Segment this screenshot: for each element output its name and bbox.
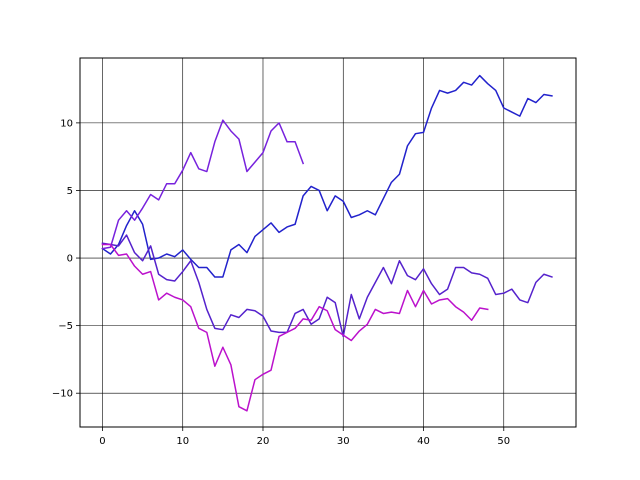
x-tick-label: 10 [176, 436, 189, 447]
series-line-4 [101, 243, 489, 412]
series-line-1 [101, 74, 553, 278]
data-series [101, 74, 553, 412]
x-tick-label: 30 [337, 436, 350, 447]
y-tick-label: 5 [67, 186, 73, 197]
y-tick-label: −5 [58, 321, 73, 332]
x-tick-label: 50 [497, 436, 510, 447]
x-tick-label: 40 [417, 436, 430, 447]
y-tick-label: 10 [60, 118, 73, 129]
x-tick-label: 0 [99, 436, 105, 447]
axis-ticks: 0 10 20 30 40 50 −10 −5 0 5 10 [52, 118, 510, 447]
y-tick-label: 0 [67, 254, 73, 265]
y-tick-label: −10 [52, 389, 73, 400]
series-line-2 [101, 119, 305, 250]
grid-lines [80, 58, 576, 427]
plot-frame [79, 57, 577, 428]
series-line-3 [101, 234, 553, 338]
x-tick-label: 20 [257, 436, 270, 447]
